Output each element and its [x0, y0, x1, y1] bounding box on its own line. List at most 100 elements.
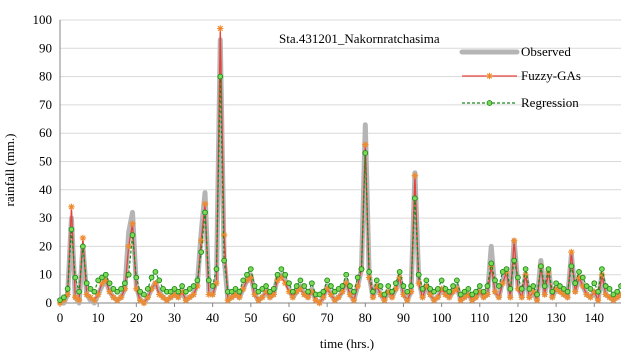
regression-point — [183, 288, 189, 295]
fuzzy-gas-point — [522, 271, 529, 278]
fuzzy-gas-point — [102, 277, 109, 284]
regression-point — [476, 283, 483, 289]
regression-point — [282, 271, 289, 278]
regression-point — [434, 286, 441, 292]
fuzzy-gas-point — [106, 288, 113, 295]
x-tick-label: 30 — [168, 310, 181, 325]
regression-point — [526, 286, 533, 292]
y-tick-label: 40 — [39, 182, 52, 197]
fuzzy-gas-point — [304, 294, 312, 301]
regression-point — [297, 277, 304, 284]
fuzzy-gas-point — [419, 294, 426, 301]
y-tick-label: 70 — [39, 97, 52, 112]
y-tick-labels: 0 10 20 30 40 50 60 70 80 90 100 — [33, 12, 53, 310]
regression-point — [507, 286, 514, 292]
fuzzy-gas-point — [426, 291, 434, 298]
fuzzy-gas-point — [415, 279, 422, 287]
x-tick-labels: 0 10 20 30 40 50 60 70 80 90 100 110 120 130 140 — [57, 310, 604, 325]
regression-point — [377, 283, 384, 289]
fuzzy-gas-point — [125, 243, 132, 250]
fuzzy-gas-point — [381, 296, 388, 304]
regression-point — [240, 277, 247, 284]
regression-point — [122, 280, 128, 287]
fuzzy-gas-point — [385, 288, 392, 295]
regression-point — [209, 283, 216, 289]
x-tick-label: 0 — [57, 310, 64, 325]
fuzzy-gas-point — [308, 288, 316, 295]
fuzzy-gas-point — [575, 274, 583, 281]
regression-point — [76, 288, 82, 295]
regression-point — [339, 283, 346, 289]
fuzzy-gas-point — [583, 291, 590, 298]
fuzzy-gas-point — [362, 141, 369, 148]
regression-point — [335, 286, 342, 292]
regression-point — [331, 288, 338, 295]
fuzzy-gas-point — [133, 285, 140, 293]
fuzzy-gas-point — [533, 296, 541, 304]
regression-point — [60, 294, 67, 301]
regression-point — [95, 277, 102, 284]
fuzzy-gas-point — [75, 296, 83, 304]
x-tick-label: 140 — [585, 310, 605, 325]
regression-point — [568, 263, 575, 270]
regression-point — [305, 288, 311, 295]
regression-point — [522, 266, 529, 272]
fuzzy-gas-point — [526, 294, 533, 301]
fuzzy-gas-point — [579, 282, 587, 290]
fuzzy-gas-point — [320, 294, 327, 301]
y-axis-title: rainfall (mm.) — [2, 134, 17, 207]
regression-point — [492, 277, 498, 284]
regression-point — [392, 280, 399, 287]
fuzzy-gas-point — [472, 294, 480, 301]
fuzzy-gas-point — [316, 299, 323, 307]
regression-point — [114, 288, 121, 295]
regression-point — [518, 286, 525, 292]
regression-point — [64, 286, 71, 292]
fuzzy-gas-point — [564, 294, 571, 301]
legend-marker-regression — [486, 100, 493, 106]
fuzzy-gas-point — [507, 294, 514, 301]
y-gridlines — [60, 19, 621, 276]
regression-point — [118, 286, 124, 292]
regression-point — [255, 288, 262, 295]
fuzzy-gas-point — [388, 294, 396, 301]
fuzzy-gas-point — [243, 277, 251, 284]
regression-point — [320, 288, 327, 295]
fuzzy-gas-point — [64, 291, 71, 298]
regression-point — [278, 266, 285, 272]
x-tick-label: 40 — [206, 310, 219, 325]
fuzzy-gas-point — [217, 25, 224, 32]
fuzzy-gas-point — [186, 294, 193, 301]
fuzzy-gas-point — [182, 296, 190, 304]
fuzzy-gas-point — [400, 291, 407, 298]
fuzzy-gas-point — [239, 285, 247, 293]
x-tick-label: 10 — [92, 310, 105, 325]
fuzzy-gas-point — [510, 237, 518, 244]
fuzzy-gas-point — [110, 294, 117, 301]
regression-point — [587, 286, 594, 292]
fuzzy-gas-point — [518, 294, 525, 301]
fuzzy-gas-point — [556, 288, 564, 295]
regression-point — [602, 283, 609, 289]
regression-point — [614, 288, 621, 295]
regression-point — [232, 286, 239, 292]
regression-point — [465, 286, 472, 292]
fuzzy-gas-point — [259, 294, 266, 301]
y-tick-label: 0 — [46, 295, 53, 310]
fuzzy-gas-point — [613, 294, 621, 301]
fuzzy-gas-point — [87, 294, 94, 301]
regression-point — [194, 277, 201, 284]
legend-label: Observed — [521, 44, 571, 59]
fuzzy-gas-point — [434, 294, 442, 301]
axes — [59, 20, 621, 307]
regression-point — [213, 266, 220, 272]
fuzzy-gas-point — [171, 291, 178, 298]
fuzzy-gas-point — [301, 291, 308, 298]
regression-point — [564, 288, 571, 295]
fuzzy-gas-line — [59, 27, 621, 304]
regression-point — [381, 291, 388, 298]
series-regression — [57, 73, 621, 304]
regression-point — [190, 283, 197, 289]
regression-point — [68, 226, 75, 233]
